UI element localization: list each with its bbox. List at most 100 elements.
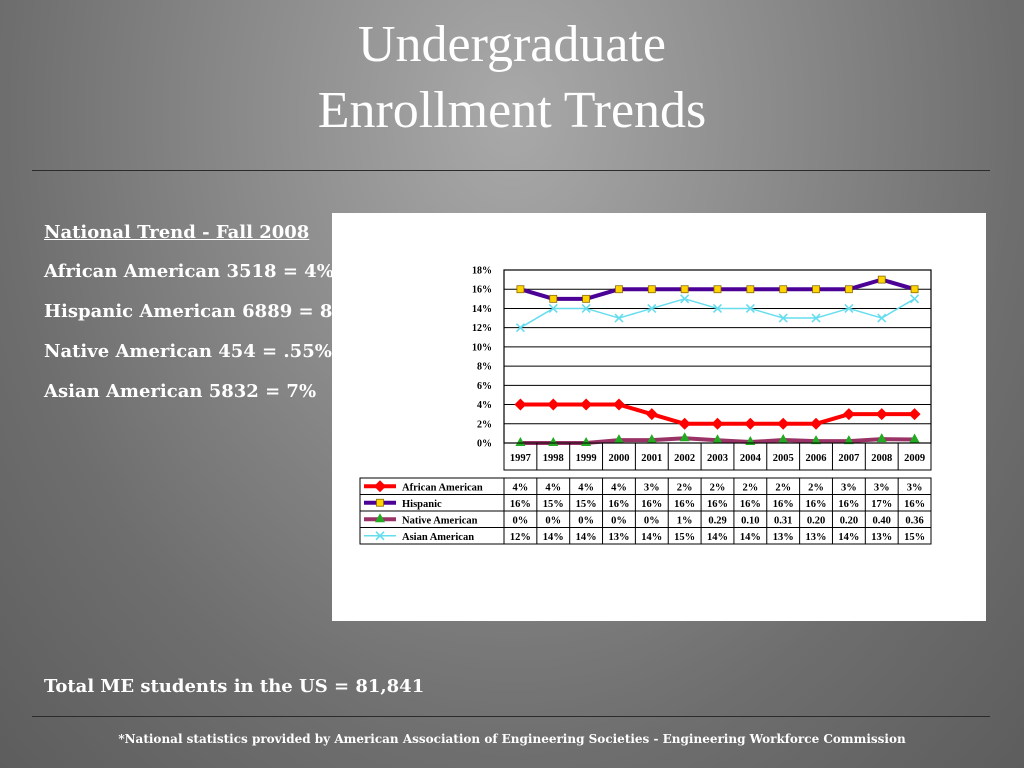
stats-heading: National Trend - Fall 2008 xyxy=(44,222,310,243)
data-point xyxy=(778,313,788,323)
data-label: 2% xyxy=(677,482,693,493)
data-label: 14% xyxy=(641,532,662,543)
slide-title: Undergraduate Enrollment Trends xyxy=(0,12,1024,144)
data-point xyxy=(615,285,623,294)
data-point xyxy=(812,285,820,294)
data-label: 13% xyxy=(773,532,794,543)
y-tick-label: 12% xyxy=(472,323,492,334)
total-students: Total ME students in the US = 81,841 xyxy=(44,676,425,697)
data-point xyxy=(842,408,855,421)
y-tick-label: 16% xyxy=(472,285,492,296)
data-point xyxy=(515,323,525,333)
data-label: 0.20 xyxy=(840,515,858,526)
data-label: 14% xyxy=(707,532,728,543)
legend-label: Asian American xyxy=(402,532,474,543)
data-point xyxy=(613,434,624,444)
data-point xyxy=(612,398,625,411)
data-label: 3% xyxy=(644,482,660,493)
x-tick-label: 2003 xyxy=(707,453,728,464)
data-label: 2% xyxy=(742,482,758,493)
data-point xyxy=(680,285,689,294)
data-point xyxy=(647,303,657,314)
data-point xyxy=(713,285,722,294)
data-label: 3% xyxy=(907,482,923,493)
data-label: 0.40 xyxy=(873,515,891,526)
data-label: 4% xyxy=(513,482,529,493)
data-point xyxy=(876,433,887,443)
data-label: 0.20 xyxy=(807,515,825,526)
data-point xyxy=(514,398,527,411)
legend-marker xyxy=(375,531,385,541)
stat-hispanic-american: Hispanic American 6889 = 8% xyxy=(44,301,350,322)
legend-label: African American xyxy=(402,482,483,493)
data-label: 4% xyxy=(611,482,627,493)
source-footnote: *National statistics provided by America… xyxy=(118,732,906,746)
data-label: 14% xyxy=(740,532,761,543)
x-tick-label: 2004 xyxy=(740,453,762,464)
data-point xyxy=(680,294,690,304)
data-label: 0.10 xyxy=(741,515,759,526)
data-point xyxy=(908,408,921,421)
stat-native-american: Native American 454 = .55% xyxy=(44,341,332,362)
data-label: 16% xyxy=(904,499,925,510)
data-label: 14% xyxy=(838,532,859,543)
x-tick-label: 2002 xyxy=(674,453,695,464)
x-tick-label: 1999 xyxy=(576,453,597,464)
data-label: 16% xyxy=(707,499,728,510)
data-point xyxy=(811,313,821,323)
data-label: 4% xyxy=(578,482,594,493)
data-point xyxy=(844,303,854,314)
y-tick-label: 18% xyxy=(472,266,492,277)
data-point xyxy=(877,313,887,323)
top-divider xyxy=(32,170,990,171)
data-point xyxy=(515,437,526,446)
data-point xyxy=(744,417,757,430)
x-tick-label: 2001 xyxy=(641,453,662,464)
table-header-frame xyxy=(503,442,932,471)
bottom-divider xyxy=(32,716,990,717)
data-point xyxy=(549,294,558,303)
data-point xyxy=(712,434,723,444)
y-tick-label: 8% xyxy=(477,362,492,373)
data-label: 0% xyxy=(611,515,627,526)
data-label: 15% xyxy=(904,532,925,543)
legend-label: Hispanic xyxy=(402,499,442,510)
data-label: 16% xyxy=(674,499,695,510)
y-tick-label: 4% xyxy=(477,400,492,411)
data-label: 12% xyxy=(510,532,531,543)
data-point xyxy=(581,437,592,446)
title-line-2: Enrollment Trends xyxy=(317,82,707,139)
data-point xyxy=(875,408,888,421)
data-point xyxy=(745,303,755,314)
x-tick-label: 1998 xyxy=(543,453,564,464)
x-tick-label: 2009 xyxy=(904,453,925,464)
data-point xyxy=(877,275,886,284)
data-label: 14% xyxy=(576,532,597,543)
data-point xyxy=(647,285,656,294)
x-tick-label: 2008 xyxy=(871,453,892,464)
data-label: 16% xyxy=(740,499,761,510)
data-label: 16% xyxy=(608,499,629,510)
data-label: 0% xyxy=(578,515,594,526)
data-point xyxy=(910,294,920,304)
x-tick-label: 2007 xyxy=(838,453,859,464)
data-label: 16% xyxy=(510,499,531,510)
data-point xyxy=(548,303,558,314)
data-point xyxy=(678,417,691,430)
data-point xyxy=(844,285,853,294)
data-label: 0% xyxy=(644,515,660,526)
data-point xyxy=(547,398,560,411)
plot-frame xyxy=(503,269,932,444)
legend-marker xyxy=(376,498,384,507)
data-label: 1% xyxy=(677,515,693,526)
title-line-1: Undergraduate xyxy=(357,16,666,73)
data-label: 3% xyxy=(841,482,857,493)
data-label: 15% xyxy=(674,532,695,543)
data-label: 2% xyxy=(710,482,726,493)
y-tick-label: 0% xyxy=(477,439,492,450)
data-point xyxy=(646,434,657,444)
data-label: 0.31 xyxy=(774,515,792,526)
data-label: 2% xyxy=(775,482,791,493)
data-point xyxy=(580,398,593,411)
data-label: 16% xyxy=(641,499,662,510)
